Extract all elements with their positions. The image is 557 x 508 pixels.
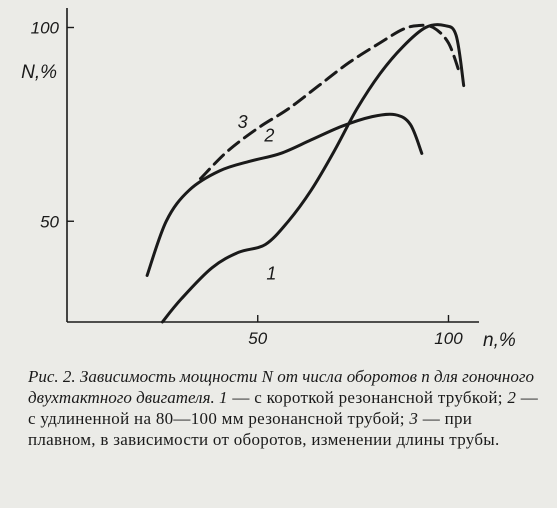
caption-description: 1 — с короткой резонансной трубкой; 2 — … bbox=[28, 388, 538, 449]
series-3-line bbox=[199, 23, 462, 181]
caption-title: Рис. 2. Зависимость мощности N от числа … bbox=[28, 367, 534, 407]
series-2-line bbox=[145, 112, 424, 277]
axes bbox=[66, 8, 479, 323]
y-tick-label-50: 50 bbox=[40, 212, 59, 231]
x-tick-label-50: 50 bbox=[248, 329, 267, 348]
chart-plot: 50 100 50 100 n,% N,% 1 23 bbox=[21, 8, 516, 352]
y-axis-label: N,% bbox=[21, 62, 57, 83]
labels: 50 100 50 100 n,% N,% 1 23 bbox=[21, 19, 516, 352]
caption-item-1-num: 1 bbox=[218, 388, 228, 407]
series-1-line bbox=[160, 23, 466, 324]
caption-item-2-text: — с удлиненной на 80—100 мм резонансной … bbox=[28, 388, 539, 428]
series-2-label: 2 bbox=[263, 125, 274, 145]
caption-item-3-num: 3 bbox=[409, 409, 419, 428]
caption-item-2-num: 2 bbox=[507, 388, 517, 407]
x-tick-label-100: 100 bbox=[434, 329, 463, 348]
x-axis-label: n,% bbox=[483, 330, 516, 351]
series-3-label: 3 bbox=[238, 112, 248, 132]
caption-item-3-text: — при плавном, в зависимости от оборотов… bbox=[28, 409, 500, 449]
figure-caption: Рис. 2. Зависимость мощности N от числа … bbox=[28, 366, 538, 450]
series-1-label: 1 bbox=[266, 264, 276, 284]
caption-item-1-text: — с короткой резонансной трубкой; bbox=[227, 388, 508, 407]
y-tick-label-100: 100 bbox=[31, 19, 60, 38]
curves bbox=[145, 23, 466, 324]
